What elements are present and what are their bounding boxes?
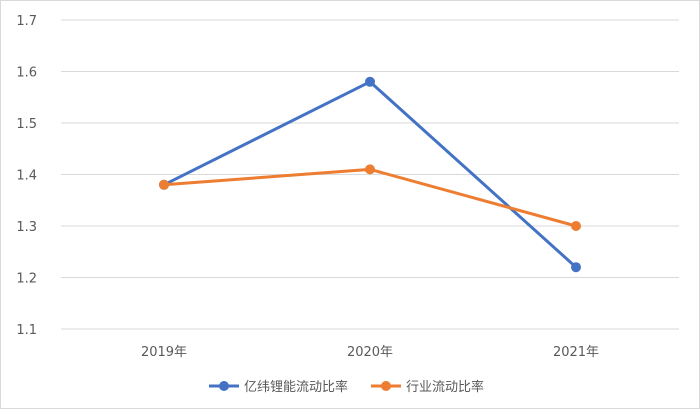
legend-item: 亿纬锂能流动比率 xyxy=(209,379,348,395)
data-point xyxy=(365,76,375,87)
data-point xyxy=(571,262,581,273)
gridlines xyxy=(61,19,679,330)
legend-label: 行业流动比率 xyxy=(406,379,484,395)
legend: 亿纬锂能流动比率 行业流动比率 xyxy=(209,379,484,395)
y-tick-label: 1.1 xyxy=(16,323,37,338)
data-point xyxy=(365,164,375,175)
legend-swatch-marker xyxy=(219,381,229,391)
data-point xyxy=(159,179,169,190)
data-point xyxy=(571,221,581,231)
series-layer xyxy=(159,76,581,273)
x-tick-label: 2021年 xyxy=(553,345,599,360)
y-tick-label: 1.4 xyxy=(16,169,37,184)
y-tick-label: 1.2 xyxy=(16,272,37,287)
legend-swatch-marker xyxy=(381,381,391,391)
series-line xyxy=(163,167,577,228)
legend-item: 行业流动比率 xyxy=(371,379,484,395)
legend-label: 亿纬锂能流动比率 xyxy=(244,379,348,395)
y-tick-label: 1.5 xyxy=(16,117,37,132)
y-tick-label: 1.3 xyxy=(16,220,37,235)
series-1 xyxy=(159,164,581,231)
x-axis-ticks: 2019年 2020年 2021年 xyxy=(141,345,599,360)
x-tick-label: 2019年 xyxy=(141,345,187,360)
x-tick-label: 2020年 xyxy=(347,345,393,360)
y-tick-label: 1.6 xyxy=(16,66,37,81)
y-axis-ticks: 1.1 1.2 1.3 1.4 1.5 1.6 1.7 xyxy=(16,14,37,338)
y-tick-label: 1.7 xyxy=(16,14,37,29)
